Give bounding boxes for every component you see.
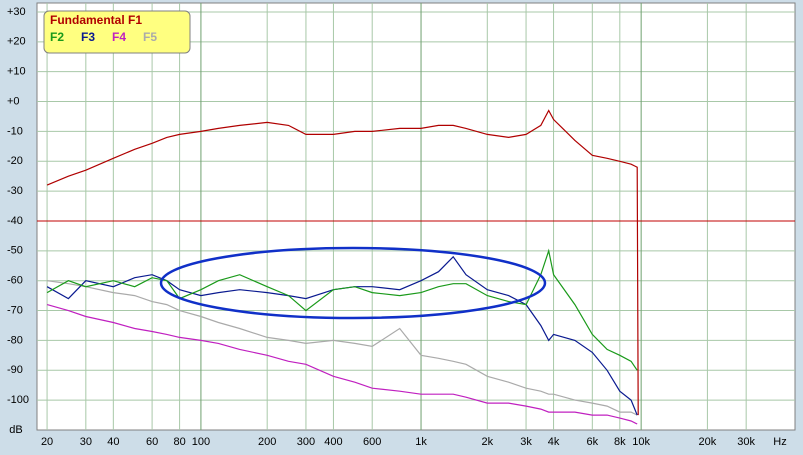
legend-label: F2	[50, 30, 64, 44]
y-tick-label: +30	[7, 6, 26, 18]
y-tick-label: -70	[7, 304, 23, 316]
legend-label: F4	[112, 30, 126, 44]
x-tick-label: 6k	[587, 436, 599, 448]
x-tick-label: 300	[297, 436, 315, 448]
y-tick-label: -90	[7, 364, 23, 376]
highlight-ellipse	[159, 246, 547, 320]
x-tick-label: 1k	[415, 436, 427, 448]
x-tick-label: 200	[258, 436, 276, 448]
legend-box	[43, 10, 191, 54]
legend-label: F5	[143, 30, 157, 44]
x-tick-label: 400	[324, 436, 342, 448]
y-tick-label: -10	[7, 125, 23, 137]
y-tick-label: -100	[7, 394, 29, 406]
series-line	[46, 109, 639, 416]
x-tick-label: 40	[107, 436, 119, 448]
legend: Fundamental F1 F2 F3 F4 F5	[43, 10, 191, 54]
x-tick-label: 10k	[632, 436, 650, 448]
x-tick-label: 30	[80, 436, 92, 448]
x-tick-label: 20k	[699, 436, 717, 448]
y-tick-label: +20	[7, 36, 26, 48]
x-tick-label: 30k	[737, 436, 755, 448]
axis-labels: +30 +20 +10 +0 -10 -20 -30 -40 -50 -60 -70 -80 -90 -1…	[7, 6, 756, 448]
series-lines	[37, 109, 795, 425]
series-line	[47, 280, 638, 416]
x-tick-label: 4k	[548, 436, 560, 448]
x-tick-label: 2k	[481, 436, 493, 448]
series-line	[46, 248, 638, 371]
legend-label: F3	[81, 30, 95, 44]
series-line	[46, 255, 638, 416]
y-tick-label: -20	[7, 155, 23, 167]
x-tick-label: 60	[146, 436, 158, 448]
series-line	[46, 304, 638, 425]
y-tick-label: +0	[7, 95, 20, 107]
x-tick-label: 8k	[614, 436, 626, 448]
y-tick-label: -50	[7, 245, 23, 257]
y-tick-label: +10	[7, 66, 26, 78]
y-tick-label: -60	[7, 275, 23, 287]
plot-area	[36, 2, 796, 431]
legend-label: Fundamental F1	[50, 13, 142, 27]
x-tick-label: 80	[173, 436, 185, 448]
grid	[37, 3, 795, 430]
y-axis-label: dB	[9, 424, 22, 436]
y-tick-label: -80	[7, 334, 23, 346]
y-tick-label: -40	[7, 215, 23, 227]
x-tick-label: 600	[363, 436, 381, 448]
x-tick-label: 100	[192, 436, 210, 448]
x-axis-label: Hz	[773, 436, 786, 448]
x-tick-label: 3k	[520, 436, 532, 448]
y-tick-label: -30	[7, 185, 23, 197]
x-tick-label: 20	[41, 436, 53, 448]
